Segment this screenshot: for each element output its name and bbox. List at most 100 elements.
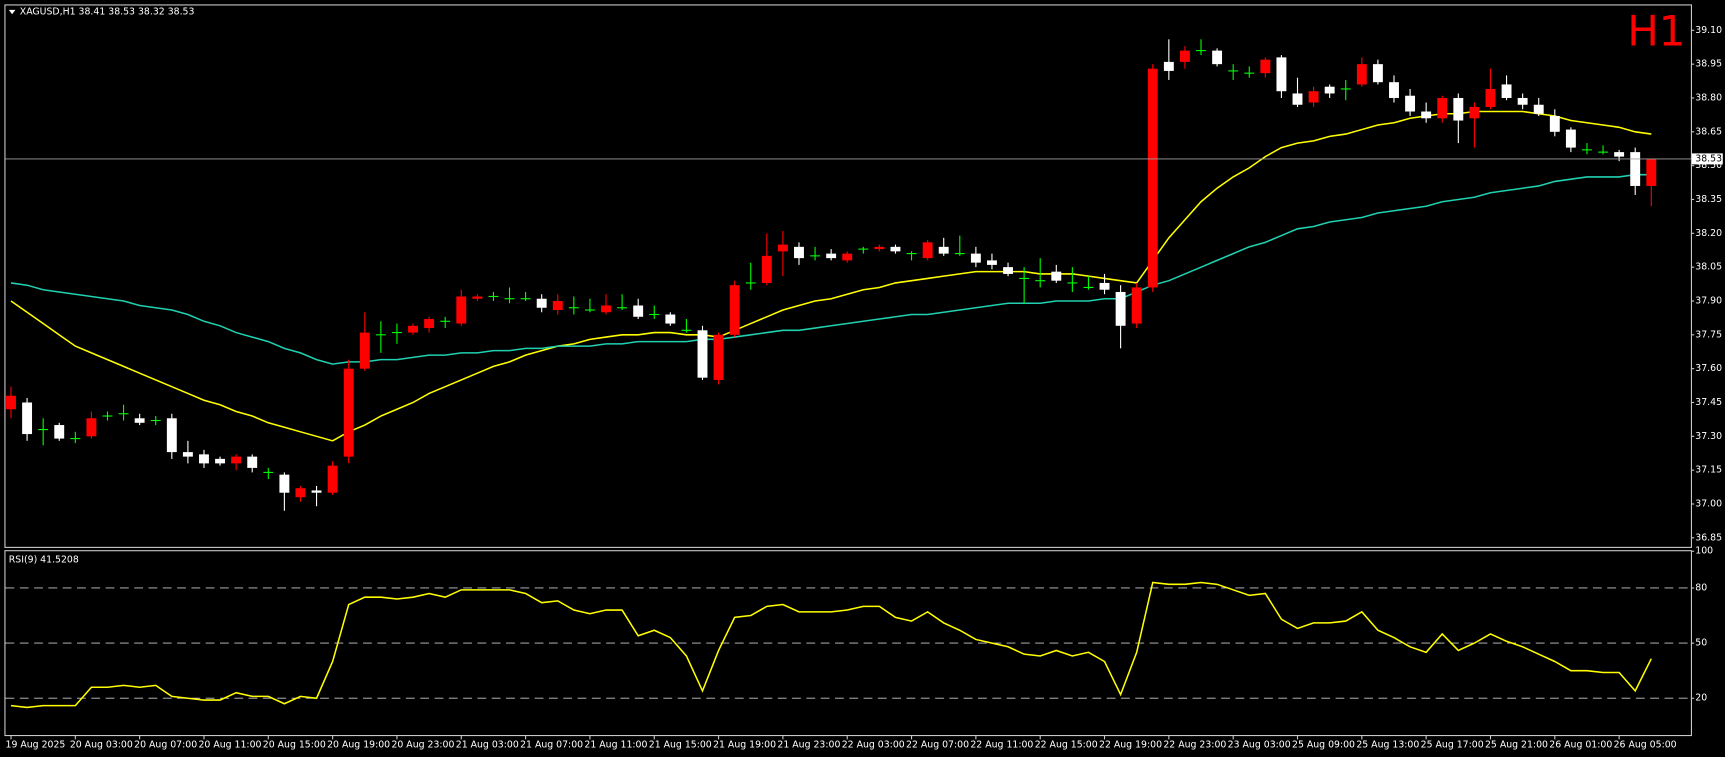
- candle-body: [1389, 82, 1399, 98]
- candle-body: [231, 456, 242, 464]
- candle-body: [134, 418, 145, 423]
- candle-body: [472, 296, 483, 299]
- candle-body: [938, 246, 949, 254]
- plot-layer: 39.10 38.95 38.80 38.65 38.50 38.35 38.20 38.05…: [5, 25, 1723, 750]
- y-tick-label: 37.75: [1695, 329, 1722, 340]
- x-tick-label: 21 Aug 23:00: [777, 739, 840, 750]
- candle-body: [182, 452, 193, 457]
- candle-body: [54, 425, 65, 439]
- x-tick-label: 26 Aug 05:00: [1614, 739, 1677, 750]
- candle-body: [1099, 282, 1110, 290]
- candle-body: [1533, 104, 1544, 114]
- candle-body: [1501, 84, 1512, 98]
- candle-body: [601, 305, 611, 313]
- x-tick-label: 21 Aug 15:00: [649, 739, 712, 750]
- x-tick-label: 25 Aug 09:00: [1292, 739, 1355, 750]
- x-tick-label: 20 Aug 19:00: [327, 739, 390, 750]
- timeframe-label: H1: [1627, 7, 1685, 56]
- y-tick-label: 38.20: [1695, 228, 1722, 239]
- y-tick-label: 38.05: [1695, 262, 1722, 273]
- candle-body: [890, 246, 901, 252]
- candle-body: [1405, 95, 1416, 112]
- y-tick-label: 36.85: [1695, 532, 1722, 543]
- y-tick-label: 38.65: [1695, 126, 1722, 137]
- candle-body: [86, 418, 97, 437]
- x-tick-label: 21 Aug 19:00: [713, 739, 776, 750]
- candle-body: [826, 253, 837, 259]
- candle-body: [552, 300, 563, 311]
- x-tick-label: 21 Aug 11:00: [584, 739, 647, 750]
- candle-body: [1614, 152, 1625, 157]
- x-tick-label: 23 Aug 03:00: [1228, 739, 1291, 750]
- candle-body: [1115, 291, 1126, 326]
- x-tick-label: 22 Aug 19:00: [1099, 739, 1162, 750]
- x-tick-label: 26 Aug 01:00: [1549, 739, 1612, 750]
- y-tick-label: 38.50: [1695, 160, 1722, 171]
- candle-body: [199, 454, 209, 464]
- x-tick-label: 25 Aug 13:00: [1356, 739, 1419, 750]
- candle-body: [777, 244, 788, 252]
- candle-body: [697, 330, 708, 378]
- x-tick-label: 21 Aug 07:00: [520, 739, 583, 750]
- candle-body: [1565, 129, 1576, 148]
- candle-body: [295, 488, 306, 498]
- y-tick-label: 37.15: [1695, 465, 1722, 476]
- candle-body: [1260, 59, 1271, 74]
- x-tick-label: 22 Aug 03:00: [842, 739, 905, 750]
- candle-body: [1372, 64, 1383, 83]
- x-tick-label: 25 Aug 17:00: [1421, 739, 1484, 750]
- x-tick-label: 21 Aug 03:00: [456, 739, 519, 750]
- candle-body: [279, 474, 290, 493]
- candle-body: [311, 490, 322, 493]
- y-tick-label: 37.30: [1695, 431, 1722, 442]
- candle-body: [1453, 97, 1464, 121]
- candle-body: [343, 368, 354, 457]
- y-tick-label: 38.80: [1695, 92, 1722, 103]
- candle-body: [424, 319, 435, 329]
- price-pane-frame: [4, 4, 1692, 548]
- current-price-box: [1691, 153, 1723, 165]
- candle-body: [987, 260, 997, 265]
- x-tick-label: 22 Aug 07:00: [906, 739, 969, 750]
- y-tick-label: 50: [1695, 638, 1707, 649]
- candle-body: [1308, 91, 1319, 103]
- y-tick-label: 20: [1695, 693, 1707, 704]
- candle-body: [1292, 93, 1303, 105]
- y-tick-label: 37.00: [1695, 498, 1722, 509]
- candle-body: [327, 465, 338, 493]
- x-tick-label: 22 Aug 23:00: [1163, 739, 1226, 750]
- candle-body: [1356, 64, 1367, 85]
- candle-body: [408, 325, 418, 333]
- candle-body: [1179, 50, 1190, 62]
- candle-body: [6, 395, 16, 410]
- current-price-label: 38.53: [1695, 153, 1722, 164]
- candle-body: [761, 255, 772, 283]
- candle-body: [874, 246, 885, 250]
- candle-body: [922, 242, 933, 259]
- candle-body: [970, 253, 981, 263]
- x-tick-label: 22 Aug 11:00: [970, 739, 1033, 750]
- y-tick-label: 38.35: [1695, 194, 1722, 205]
- rsi-label: RSI(9) 41.5208: [9, 555, 79, 566]
- y-tick-label: 80: [1695, 582, 1707, 593]
- candle-body: [1485, 88, 1496, 108]
- x-tick-label: 20 Aug 03:00: [70, 739, 133, 750]
- menu-arrow[interactable]: [8, 9, 16, 15]
- x-tick-label: 20 Aug 11:00: [198, 739, 261, 750]
- candle-body: [1163, 61, 1174, 71]
- candle-body: [1131, 287, 1142, 324]
- candle-body: [713, 334, 724, 380]
- y-tick-label: 100: [1695, 546, 1713, 557]
- candle-body: [247, 456, 258, 468]
- symbol-header: XAGUSD,H1 38.41 38.53 38.32 38.53: [20, 7, 195, 18]
- candle-body: [633, 305, 644, 317]
- y-tick-label: 37.90: [1695, 295, 1722, 306]
- moving-average: [10, 173, 1652, 365]
- candle-body: [665, 314, 676, 324]
- candle-body: [1469, 107, 1480, 119]
- x-tick-label: 19 Aug 2025: [6, 739, 66, 750]
- candle-body: [1549, 116, 1560, 132]
- candle-body: [1212, 50, 1223, 65]
